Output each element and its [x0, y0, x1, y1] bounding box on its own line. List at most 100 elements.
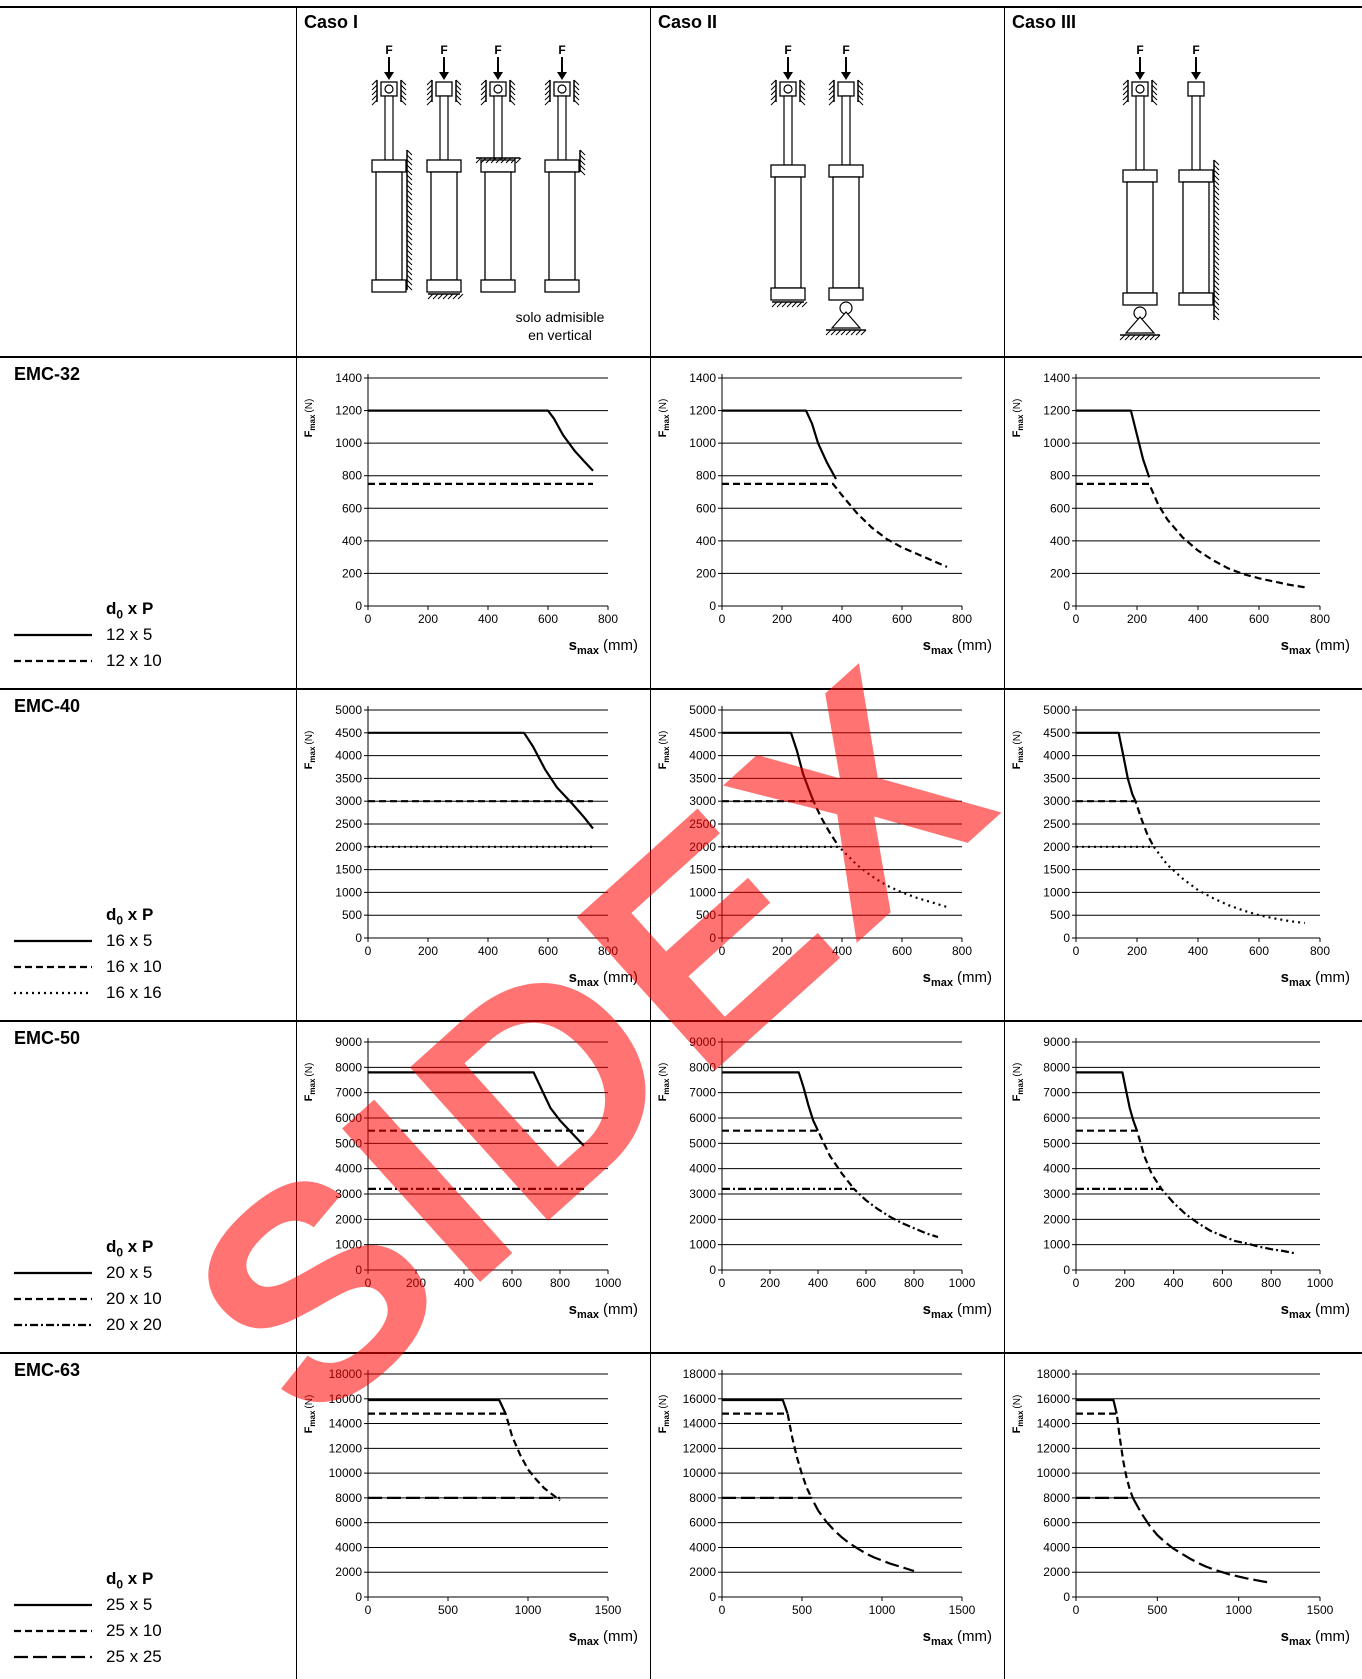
series-line-12x10	[722, 482, 948, 568]
legend: d0 x P 25 x 5 25 x 10 25 x 25	[14, 1566, 194, 1670]
x-tick-label: 600	[502, 1276, 522, 1290]
y-axis-label: Fmax(N)	[657, 731, 671, 770]
y-tick-label: 0	[1063, 1590, 1070, 1604]
y-tick-label: 600	[1050, 501, 1070, 515]
legend-label: 16 x 5	[106, 931, 153, 950]
x-tick-label: 0	[719, 612, 726, 626]
x-axis-label: smax (mm)	[1281, 1628, 1350, 1648]
y-tick-label: 4000	[1043, 1540, 1070, 1554]
series-line-20x20	[722, 1187, 939, 1239]
x-tick-label: 1000	[869, 1603, 896, 1617]
y-tick-label: 4000	[689, 1162, 716, 1176]
legend-label: 12 x 10	[106, 651, 162, 670]
column-rule	[650, 6, 651, 1679]
legend: d0 x P 12 x 5 12 x 10	[14, 596, 194, 674]
y-axis-label: Fmax(N)	[1011, 399, 1025, 438]
y-tick-label: 500	[696, 908, 716, 922]
ground-hatch	[770, 79, 777, 106]
y-axis-label: Fmax(N)	[1011, 731, 1025, 770]
y-tick-label: 14000	[683, 1417, 717, 1431]
x-tick-label: 1500	[949, 1603, 976, 1617]
chart-emc32-caso3: 0 200 400 600 800 1000 1200 1400 0 200 400 600 800 Fm…	[1011, 371, 1350, 657]
y-tick-label: 0	[355, 599, 362, 613]
x-tick-label: 400	[454, 1276, 474, 1290]
legend-item: 16 x 10	[14, 954, 194, 980]
x-tick-label: 800	[598, 612, 618, 626]
x-tick-label: 600	[856, 1276, 876, 1290]
legend-line-sample	[14, 965, 92, 969]
x-tick-label: 800	[904, 1276, 924, 1290]
y-tick-label: 0	[709, 599, 716, 613]
x-tick-label: 0	[365, 1603, 372, 1617]
ground-hatch	[544, 79, 551, 106]
chart-emc50-caso2: 0 1000 2000 3000 4000 5000 6000 7000 8000 9000 0 20…	[657, 1035, 992, 1321]
case-1-title: Caso I	[304, 12, 359, 32]
y-tick-label: 800	[696, 469, 716, 483]
x-axis-label: smax (mm)	[1281, 637, 1350, 657]
case-3-title: Caso III	[1012, 12, 1077, 32]
y-tick-label: 2000	[1043, 840, 1070, 854]
ground-hatch	[509, 79, 516, 106]
y-tick-label: 4000	[335, 749, 362, 763]
y-tick-label: 2500	[689, 817, 716, 831]
y-tick-label: 9000	[1043, 1035, 1070, 1049]
legend-item: 16 x 16	[14, 980, 194, 1006]
x-axis-label: smax (mm)	[569, 637, 638, 657]
model-label: EMC-40	[14, 696, 81, 716]
x-tick-label: 400	[1164, 1276, 1184, 1290]
y-tick-label: 800	[1050, 469, 1070, 483]
y-tick-label: 12000	[1037, 1441, 1071, 1455]
y-tick-label: 6000	[689, 1111, 716, 1125]
y-tick-label: 0	[1063, 1263, 1070, 1277]
legend-label: 20 x 10	[106, 1289, 162, 1308]
series-line-16x5	[722, 731, 815, 802]
chart-emc32-caso2: 0 200 400 600 800 1000 1200 1400 0 200 400 600 800 Fm…	[657, 371, 992, 657]
x-axis-label: smax (mm)	[1281, 969, 1350, 989]
x-tick-label: 0	[1073, 1276, 1080, 1290]
y-tick-label: 14000	[1037, 1417, 1071, 1431]
ground-hatch	[1151, 79, 1158, 106]
x-tick-label: 600	[538, 612, 558, 626]
y-tick-label: 0	[1063, 599, 1070, 613]
y-tick-label: 12000	[329, 1441, 363, 1455]
y-tick-label: 4500	[1043, 726, 1070, 740]
y-tick-label: 16000	[329, 1392, 363, 1406]
legend-label: 16 x 10	[106, 957, 162, 976]
x-tick-label: 200	[406, 1276, 426, 1290]
ground-hatch	[771, 301, 808, 308]
legend-item: 25 x 25	[14, 1644, 194, 1670]
x-tick-label: 500	[1147, 1603, 1167, 1617]
y-tick-label: 3000	[335, 1187, 362, 1201]
y-tick-label: 0	[709, 1590, 716, 1604]
x-tick-label: 400	[1188, 612, 1208, 626]
x-axis-label: smax (mm)	[923, 1301, 992, 1321]
row-rule	[0, 688, 1362, 690]
legend-label: 20 x 5	[106, 1263, 153, 1282]
series-line-25x5	[1076, 1398, 1118, 1414]
series-line-20x5	[368, 1071, 585, 1147]
y-tick-label: 1000	[1043, 1238, 1070, 1252]
y-tick-label: 5000	[335, 1136, 362, 1150]
y-tick-label: 4500	[689, 726, 716, 740]
x-tick-label: 400	[478, 944, 498, 958]
legend: d0 x P 20 x 5 20 x 10 20 x 20	[14, 1234, 194, 1338]
y-tick-label: 3000	[1043, 794, 1070, 808]
y-tick-label: 8000	[689, 1060, 716, 1074]
x-tick-label: 1000	[1307, 1276, 1334, 1290]
y-tick-label: 4500	[335, 726, 362, 740]
series-line-16x10	[1076, 800, 1155, 848]
chart-emc40-caso1: 0500100015002000250030003500400045005000…	[303, 703, 638, 989]
series-line-25x5	[368, 1398, 507, 1415]
x-tick-label: 1000	[1225, 1603, 1252, 1617]
series-line-20x10	[1076, 1129, 1163, 1190]
ground-hatch	[799, 79, 806, 106]
legend-label: 25 x 10	[106, 1621, 162, 1640]
legend-item: 12 x 10	[14, 648, 194, 674]
x-tick-label: 800	[1261, 1276, 1281, 1290]
x-tick-label: 200	[772, 612, 792, 626]
legend-line-sample	[14, 1271, 92, 1275]
y-axis-label: Fmax(N)	[303, 1063, 317, 1102]
y-tick-label: 4000	[689, 1540, 716, 1554]
y-tick-label: 400	[1050, 534, 1070, 548]
x-tick-label: 200	[418, 944, 438, 958]
